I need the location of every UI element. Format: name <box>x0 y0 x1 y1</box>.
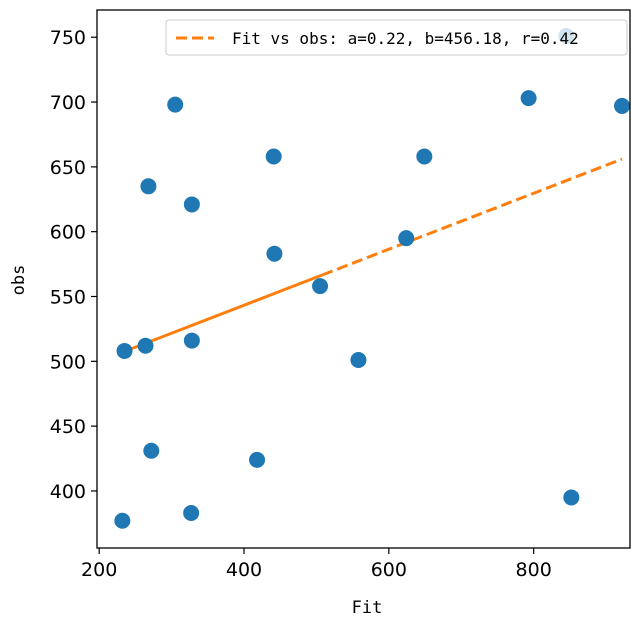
data-point <box>265 148 282 165</box>
x-axis-label: Fit <box>352 598 383 618</box>
data-point <box>266 245 283 262</box>
data-point <box>416 148 433 165</box>
y-tick-label: 600 <box>50 222 86 244</box>
y-tick-label: 700 <box>50 92 86 114</box>
data-point <box>140 178 157 195</box>
data-point <box>183 504 200 521</box>
y-tick-label: 450 <box>50 416 86 438</box>
y-tick-label: 650 <box>50 157 86 179</box>
y-tick-label: 400 <box>50 481 86 503</box>
data-point <box>312 278 329 295</box>
data-point <box>350 352 367 369</box>
data-point <box>249 451 266 468</box>
x-tick-label: 800 <box>516 559 552 581</box>
data-point <box>398 230 415 247</box>
y-tick-label: 550 <box>50 287 86 309</box>
plot-frame <box>96 9 631 549</box>
y-tick-label: 750 <box>50 27 86 49</box>
y-axis-label: obs <box>9 265 29 296</box>
data-point <box>183 196 200 213</box>
legend-box <box>165 19 628 56</box>
data-point <box>614 97 631 114</box>
data-point <box>563 489 580 506</box>
data-point <box>167 96 184 113</box>
x-tick-label: 400 <box>226 559 262 581</box>
data-point <box>137 337 154 354</box>
data-point <box>183 332 200 349</box>
x-tick-label: 200 <box>81 559 117 581</box>
legend: Fit vs obs: a=0.22, b=456.18, r=0.42 <box>165 19 628 56</box>
x-axis-ticks: 200 400 600 800 <box>81 548 552 581</box>
x-tick-label: 600 <box>371 559 407 581</box>
data-point <box>116 342 133 359</box>
y-tick-label: 500 <box>50 351 86 373</box>
data-point <box>143 442 160 459</box>
y-axis-ticks: 400 450 500 550 600 650 700 750 <box>50 27 97 503</box>
data-point <box>114 512 131 529</box>
fit-line-solid-segment <box>121 273 323 354</box>
fit-line-dashed-segment <box>321 157 623 277</box>
legend-fit-label: Fit vs obs: a=0.22, b=456.18, r=0.42 <box>232 29 579 48</box>
data-point <box>520 90 537 107</box>
data-points <box>114 27 631 529</box>
